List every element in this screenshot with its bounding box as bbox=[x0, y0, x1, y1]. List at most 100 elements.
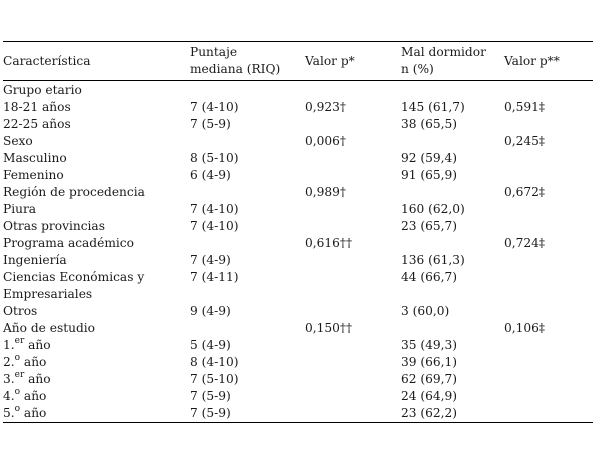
year-number: 5. bbox=[3, 406, 15, 420]
row-valor-p1 bbox=[305, 116, 401, 133]
row-puntaje: 6 (4-9) bbox=[190, 168, 231, 182]
row-label: 22-25 años bbox=[3, 117, 71, 131]
table-row: Masculino 8 (5-10) 92 (59,4) bbox=[3, 150, 593, 167]
year-number: 3. bbox=[3, 372, 15, 386]
header-puntaje-line2: mediana (RIQ) bbox=[190, 62, 281, 76]
row-mal-dormidor bbox=[401, 235, 504, 252]
row-valor-p2: 0,591‡ bbox=[504, 100, 545, 114]
row-mal-dormidor: 91 (65,9) bbox=[401, 168, 458, 182]
table-row: 1.er año 5 (4-9) 35 (49,3) bbox=[3, 335, 593, 354]
table-row: Piura 7 (4-10) 160 (62,0) bbox=[3, 201, 593, 218]
table-row: Femenino 6 (4-9) 91 (65,9) bbox=[3, 167, 593, 184]
table-row: Región de procedencia 0,989† 0,672‡ bbox=[3, 184, 593, 201]
table-row: Año de estudio 0,150†† 0,106‡ bbox=[3, 320, 593, 337]
year-word: año bbox=[20, 389, 47, 403]
header-puntaje-line1: Puntaje bbox=[190, 45, 238, 59]
row-valor-p1: 0,989† bbox=[305, 185, 346, 199]
row-valor-p2 bbox=[504, 252, 593, 269]
table-row: 3.er año 7 (5-10) 62 (69,7) bbox=[3, 369, 593, 388]
row-mal-dormidor bbox=[401, 82, 504, 99]
row-puntaje: 7 (5-9) bbox=[190, 389, 231, 403]
table-body: Grupo etario 18-21 años 7 (4-10) 0,923† 145 … bbox=[3, 81, 593, 423]
row-label: Año de estudio bbox=[3, 321, 96, 335]
header-mal-dormidor-line2: n (%) bbox=[401, 62, 434, 76]
row-valor-p2 bbox=[504, 218, 593, 235]
row-mal-dormidor: 160 (62,0) bbox=[401, 202, 465, 216]
row-puntaje: 7 (5-10) bbox=[190, 372, 239, 386]
table-row: Otros 9 (4-9) 3 (60,0) bbox=[3, 303, 593, 320]
year-word: año bbox=[24, 338, 51, 352]
table-row: 5.o año 7 (5-9) 23 (62,2) bbox=[3, 404, 593, 423]
row-puntaje bbox=[190, 82, 305, 99]
row-puntaje: 7 (4-9) bbox=[190, 253, 231, 267]
header-mal-dormidor: Mal dormidor n (%) bbox=[401, 41, 504, 81]
row-valor-p1 bbox=[305, 354, 401, 371]
year-ordinal: o bbox=[14, 386, 21, 397]
header-valor-p2: Valor p** bbox=[504, 41, 593, 81]
row-puntaje: 7 (4-10) bbox=[190, 202, 239, 216]
row-valor-p1 bbox=[305, 252, 401, 269]
row-label: 4.o año bbox=[3, 386, 190, 405]
row-label: Ingeniería bbox=[3, 253, 67, 267]
results-table: Característica Puntaje mediana (RIQ) Valo… bbox=[3, 41, 593, 423]
row-valor-p2 bbox=[504, 303, 593, 320]
row-mal-dormidor: 3 (60,0) bbox=[401, 304, 450, 318]
row-mal-dormidor bbox=[401, 133, 504, 150]
row-valor-p2 bbox=[504, 337, 593, 354]
row-valor-p1 bbox=[305, 167, 401, 184]
table-header: Característica Puntaje mediana (RIQ) Valo… bbox=[3, 41, 593, 81]
row-valor-p1: 0,150†† bbox=[305, 321, 353, 335]
row-valor-p2 bbox=[504, 201, 593, 218]
row-mal-dormidor bbox=[401, 320, 504, 337]
row-label: Otros bbox=[3, 304, 38, 318]
row-mal-dormidor: 136 (61,3) bbox=[401, 253, 465, 267]
row-valor-p2 bbox=[504, 405, 593, 423]
row-valor-p2 bbox=[504, 388, 593, 405]
row-valor-p1 bbox=[305, 388, 401, 405]
row-label: 1.er año bbox=[3, 335, 190, 354]
year-word: año bbox=[20, 355, 47, 369]
table-row: 18-21 años 7 (4-10) 0,923† 145 (61,7) 0,591‡ bbox=[3, 99, 593, 116]
row-mal-dormidor: 38 (65,5) bbox=[401, 117, 458, 131]
row-label: Piura bbox=[3, 202, 37, 216]
row-valor-p1: 0,923† bbox=[305, 100, 346, 114]
table-row: 4.o año 7 (5-9) 24 (64,9) bbox=[3, 386, 593, 405]
row-valor-p1 bbox=[305, 269, 401, 303]
row-valor-p1: 0,006† bbox=[305, 134, 346, 148]
row-puntaje bbox=[190, 235, 305, 252]
header-puntaje: Puntaje mediana (RIQ) bbox=[190, 41, 305, 81]
row-puntaje: 7 (5-9) bbox=[190, 117, 231, 131]
year-number: 1. bbox=[3, 338, 15, 352]
row-valor-p1 bbox=[305, 150, 401, 167]
row-label: 2.o año bbox=[3, 352, 190, 371]
row-valor-p2 bbox=[504, 354, 593, 371]
year-ordinal: o bbox=[14, 352, 21, 363]
row-valor-p1 bbox=[305, 337, 401, 354]
table-row: Grupo etario bbox=[3, 82, 593, 99]
row-valor-p2: 0,724‡ bbox=[504, 236, 545, 250]
row-valor-p2 bbox=[504, 167, 593, 184]
row-label: Región de procedencia bbox=[3, 185, 145, 199]
year-ordinal: er bbox=[14, 369, 25, 380]
row-puntaje: 7 (4-11) bbox=[190, 270, 239, 284]
row-valor-p1 bbox=[305, 82, 401, 99]
row-puntaje bbox=[190, 320, 305, 337]
year-number: 2. bbox=[3, 355, 15, 369]
row-puntaje bbox=[190, 133, 305, 150]
row-label: Programa académico bbox=[3, 236, 134, 250]
row-valor-p2 bbox=[504, 269, 593, 303]
row-puntaje: 9 (4-9) bbox=[190, 304, 231, 318]
year-ordinal: er bbox=[14, 335, 25, 346]
row-valor-p2: 0,245‡ bbox=[504, 134, 545, 148]
row-mal-dormidor: 92 (59,4) bbox=[401, 151, 458, 165]
row-label: 5.o año bbox=[3, 404, 190, 423]
row-mal-dormidor: 23 (62,2) bbox=[401, 405, 504, 423]
header-valor-p1: Valor p* bbox=[305, 41, 401, 81]
row-puntaje: 5 (4-9) bbox=[190, 338, 231, 352]
row-valor-p1 bbox=[305, 303, 401, 320]
table-row: Ciencias Económicas y Empresariales 7 (4-… bbox=[3, 269, 593, 303]
row-label: Masculino bbox=[3, 151, 67, 165]
row-mal-dormidor: 145 (61,7) bbox=[401, 100, 465, 114]
row-valor-p2 bbox=[504, 150, 593, 167]
row-valor-p1 bbox=[305, 371, 401, 388]
